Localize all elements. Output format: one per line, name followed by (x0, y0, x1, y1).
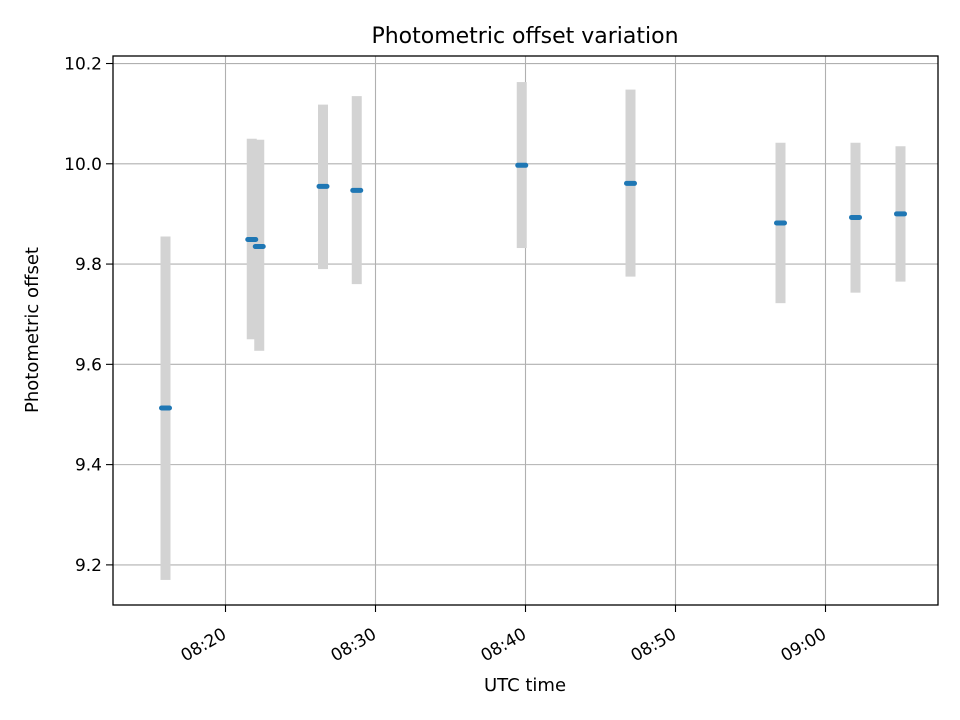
y-tick-label: 9.4 (75, 456, 102, 476)
y-tick-label: 9.8 (75, 255, 102, 275)
chart-title: Photometric offset variation (371, 24, 678, 49)
x-tick-label: 08:50 (628, 624, 680, 666)
data-markers (159, 162, 907, 411)
y-tick-label: 10.2 (64, 55, 102, 75)
error-bars (160, 82, 906, 580)
x-axis-label: UTC time (484, 675, 566, 696)
y-tick-label: 10.0 (64, 155, 102, 175)
x-tick-label: 09:00 (778, 624, 830, 666)
y-tick-label: 9.2 (75, 556, 102, 576)
x-tick-label: 08:30 (328, 624, 380, 666)
y-tick-label: 9.6 (75, 355, 102, 375)
x-tick-label: 08:20 (178, 624, 230, 666)
y-axis-ticks: 9.2 9.4 9.6 9.8 10.0 10.2 (64, 55, 113, 576)
x-axis-ticks: 08:20 08:30 08:40 08:50 09:00 (178, 605, 830, 666)
y-axis-label: Photometric offset (22, 247, 43, 413)
x-tick-label: 08:40 (478, 624, 530, 666)
